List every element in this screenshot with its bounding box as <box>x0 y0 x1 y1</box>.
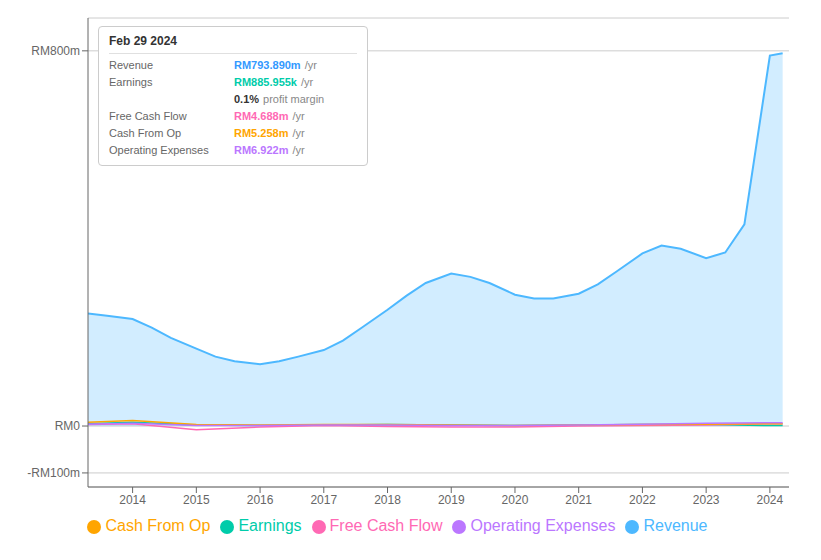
html-text:RM885.955k /yr: RM885.955k /yr <box>234 76 314 88</box>
html-text:Operating Expenses: Operating Expenses <box>470 517 616 534</box>
html-text:RM5.258m /yr: RM5.258m /yr <box>234 127 305 139</box>
svg-text:RM800m: RM800m <box>31 44 80 58</box>
svg-text:2021: 2021 <box>565 493 592 507</box>
html-text:Revenue: Revenue <box>109 59 153 71</box>
svg-text:2022: 2022 <box>629 493 656 507</box>
html-text:Earnings: Earnings <box>109 76 153 88</box>
html-text:Feb 29 2024: Feb 29 2024 <box>109 34 177 48</box>
html-text:Free Cash Flow: Free Cash Flow <box>109 110 187 122</box>
html-text:Operating Expenses: Operating Expenses <box>109 144 209 156</box>
svg-text:2024: 2024 <box>757 493 784 507</box>
svg-text:RM0: RM0 <box>55 419 81 433</box>
html-text:Free Cash Flow: Free Cash Flow <box>329 517 443 534</box>
svg-text:2015: 2015 <box>183 493 210 507</box>
svg-text:2019: 2019 <box>438 493 465 507</box>
svg-text:2020: 2020 <box>502 493 529 507</box>
html-text:Revenue: Revenue <box>643 517 708 534</box>
html-text:RM6.922m /yr: RM6.922m /yr <box>234 144 305 156</box>
svg-text:2017: 2017 <box>310 493 337 507</box>
html-text:0.1% profit margin: 0.1% profit margin <box>234 93 325 105</box>
html-text:Cash From Op: Cash From Op <box>109 127 182 139</box>
svg-text:2023: 2023 <box>693 493 720 507</box>
svg-text:-RM100m: -RM100m <box>27 466 80 480</box>
html-text:Earnings: Earnings <box>238 517 302 534</box>
svg-text:2016: 2016 <box>247 493 274 507</box>
svg-text:2014: 2014 <box>119 493 146 507</box>
svg-text:2018: 2018 <box>374 493 401 507</box>
html-text:RM793.890m /yr: RM793.890m /yr <box>234 59 317 71</box>
html-text:Cash From Op: Cash From Op <box>105 517 211 534</box>
html-text:RM4.688m /yr: RM4.688m /yr <box>234 110 305 122</box>
